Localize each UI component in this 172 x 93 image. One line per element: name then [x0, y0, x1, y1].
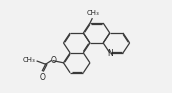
- Text: CH₃: CH₃: [87, 10, 99, 16]
- Text: CH₃: CH₃: [23, 57, 35, 63]
- Text: O: O: [39, 73, 45, 82]
- Text: N: N: [107, 49, 113, 58]
- Text: O: O: [50, 56, 56, 65]
